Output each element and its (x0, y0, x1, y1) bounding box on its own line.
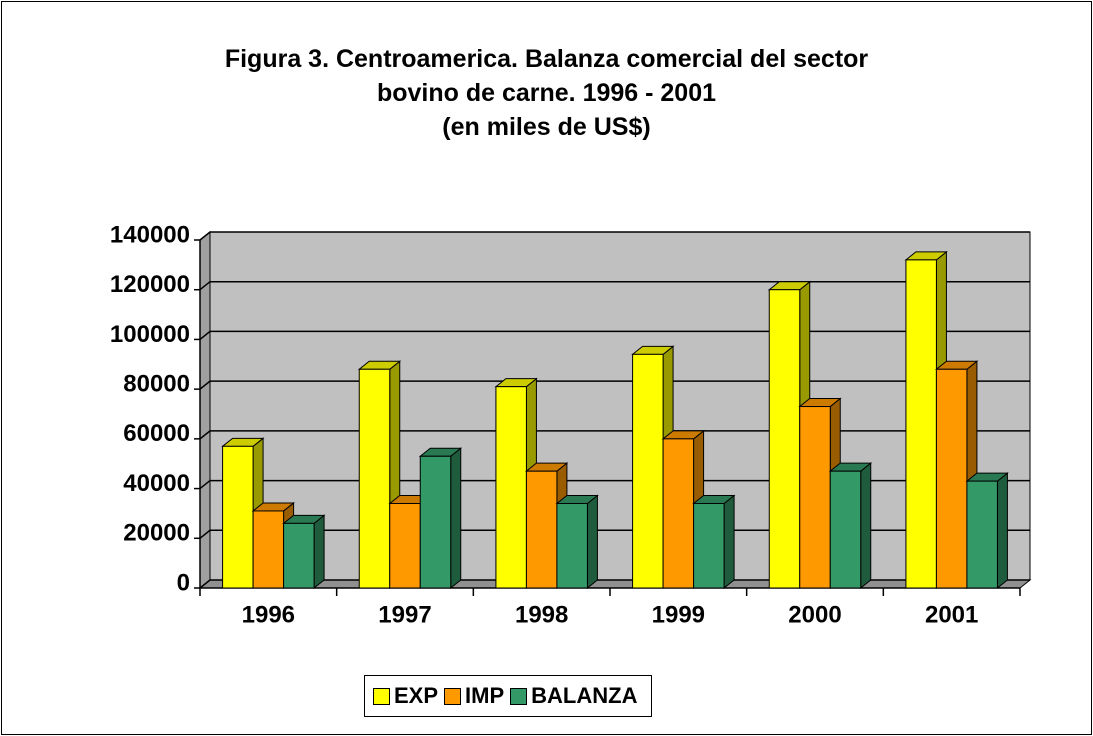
x-tick-label: 1998 (515, 601, 568, 628)
bar-front (389, 502, 421, 589)
bar-front (632, 353, 664, 589)
y-tick-label: 60000 (123, 420, 190, 447)
bar-side (586, 494, 598, 590)
grid-line (199, 430, 1030, 440)
legend-item: EXP (373, 683, 438, 709)
grid-line (199, 529, 1030, 539)
bar-front (662, 438, 695, 589)
chart-subtitle: (en miles de US$) (442, 113, 651, 141)
legend-swatch (444, 687, 462, 705)
bar-front (829, 470, 862, 589)
legend-label: BALANZA (531, 683, 638, 708)
legend-swatch (510, 687, 528, 705)
bar (965, 472, 1009, 590)
legend-item: BALANZA (510, 683, 637, 709)
bar-front (222, 445, 254, 589)
grid-line (199, 380, 1030, 390)
bar-side (996, 472, 1008, 590)
y-tick-label: 0 (177, 569, 190, 596)
bar-front (556, 502, 588, 589)
x-tick-label: 2000 (788, 601, 841, 628)
bar (828, 462, 873, 590)
x-tick-label: 2001 (925, 601, 978, 628)
bar-front (495, 386, 527, 589)
bar-side (313, 514, 325, 590)
legend-label: IMP (465, 683, 505, 708)
chart-title: Figura 3. Centroamerica. Balanza comerci… (224, 45, 869, 107)
bar (418, 447, 463, 590)
bar (555, 494, 599, 590)
title-block: Figura 3. Centroamerica. Balanza comerci… (0, 42, 1093, 144)
bar-front (252, 510, 285, 589)
grid-line (199, 479, 1030, 490)
grid-line (199, 231, 1030, 241)
bar-front (935, 368, 968, 589)
bar-front (693, 502, 725, 589)
bar-front (525, 470, 558, 589)
y-tick-label: 120000 (110, 271, 190, 298)
grid-line (199, 280, 1030, 291)
bar-front (358, 368, 391, 589)
x-tick-label: 1999 (652, 601, 705, 628)
bar-side (723, 494, 735, 590)
y-tick-label: 140000 (110, 221, 190, 248)
bar (282, 514, 326, 590)
legend-item: IMP (444, 683, 504, 709)
y-tick-label: 80000 (123, 370, 190, 397)
grid-line (199, 579, 1030, 589)
y-tick-label: 100000 (110, 321, 190, 348)
grid-line (199, 330, 1030, 341)
y-tick-label: 20000 (123, 520, 190, 547)
bar-side (860, 462, 872, 590)
bar-front (768, 289, 801, 589)
bar-side (450, 447, 462, 590)
bar-front (905, 259, 937, 589)
bar-front (419, 455, 452, 589)
bar (221, 437, 265, 590)
bar-front (283, 522, 315, 589)
legend: EXP IMP BALANZA (364, 675, 653, 717)
bar-front (966, 480, 998, 589)
legend-label: EXP (394, 683, 439, 708)
y-tick-label: 40000 (123, 470, 190, 497)
x-tick-label: 1996 (242, 601, 295, 628)
bar (692, 494, 736, 590)
legend-swatch (373, 687, 390, 705)
bar-front (799, 406, 831, 589)
x-tick-label: 1997 (378, 601, 431, 628)
